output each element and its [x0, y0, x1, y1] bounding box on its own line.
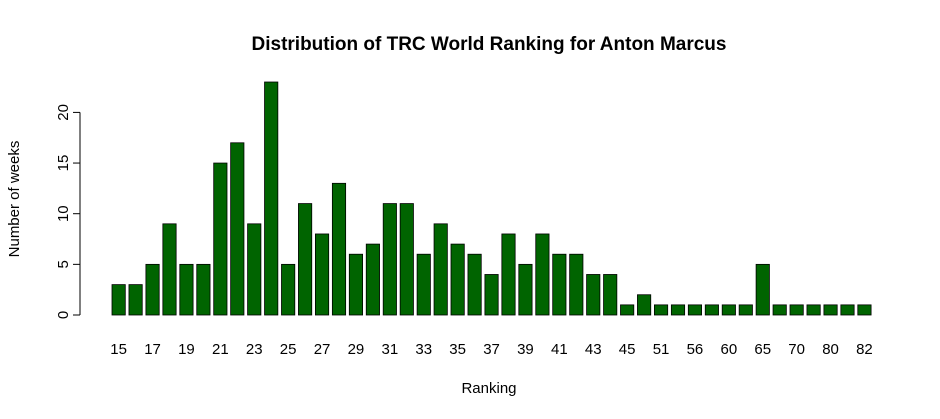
bar — [179, 263, 194, 316]
bar — [128, 284, 143, 316]
x-tick-label: 31 — [382, 341, 399, 358]
bar — [637, 294, 652, 316]
bars — [111, 81, 872, 316]
bar — [416, 253, 431, 316]
bar — [501, 233, 516, 316]
bar — [281, 263, 296, 316]
x-tick-label: 41 — [551, 341, 568, 358]
bar — [247, 223, 262, 316]
bar — [213, 162, 228, 316]
y-axis-label: Number of weeks — [6, 141, 23, 258]
bar — [755, 263, 770, 316]
bar — [230, 142, 245, 316]
bar — [535, 233, 550, 316]
bar — [314, 233, 330, 316]
y-tick-label: 10 — [55, 205, 72, 222]
y-tick-label: 20 — [55, 104, 72, 121]
x-tick-label: 33 — [415, 341, 432, 358]
x-axis-label: Ranking — [461, 380, 516, 397]
bar — [348, 253, 363, 316]
bar — [450, 243, 465, 316]
x-tick-label: 56 — [687, 341, 704, 358]
bar — [704, 304, 719, 316]
bar — [382, 203, 397, 316]
y-axis: 0 5 10 15 20 — [55, 104, 81, 319]
bar — [789, 304, 804, 316]
bar — [806, 304, 821, 316]
x-tick-label: 35 — [449, 341, 466, 358]
bar — [111, 284, 126, 316]
x-tick-label: 19 — [178, 341, 195, 358]
bar — [687, 304, 702, 316]
bar — [196, 263, 211, 316]
x-tick-label: 23 — [246, 341, 263, 358]
bar — [670, 304, 686, 316]
bar — [654, 304, 669, 316]
x-tick-label: 15 — [110, 341, 127, 358]
bar — [331, 182, 347, 316]
bar — [518, 263, 533, 316]
bar — [857, 304, 872, 316]
bar — [772, 304, 787, 316]
x-tick-label: 17 — [144, 341, 161, 358]
x-tick-label: 51 — [653, 341, 670, 358]
x-tick-label: 21 — [212, 341, 229, 358]
x-tick-label: 29 — [348, 341, 365, 358]
bar — [484, 274, 499, 316]
bar — [840, 304, 855, 316]
bar — [603, 274, 618, 316]
x-tick-label: 43 — [585, 341, 602, 358]
bar — [620, 304, 635, 316]
bar — [298, 203, 313, 316]
bar — [823, 304, 838, 316]
x-tick-label: 70 — [788, 341, 805, 358]
bar — [738, 304, 753, 316]
x-tick-label: 45 — [619, 341, 636, 358]
chart-title: Distribution of TRC World Ranking for An… — [252, 34, 727, 55]
bar — [399, 203, 414, 316]
bar — [162, 223, 177, 316]
bar — [586, 274, 601, 316]
x-tick-label: 80 — [822, 341, 839, 358]
bar — [433, 223, 448, 316]
y-tick-label: 5 — [55, 260, 72, 268]
bar — [145, 263, 160, 316]
bar — [552, 253, 567, 316]
y-tick-label: 15 — [55, 155, 72, 172]
y-tick-label: 0 — [55, 311, 72, 319]
bar — [365, 243, 380, 316]
x-tick-label: 27 — [314, 341, 331, 358]
x-tick-label: 82 — [856, 341, 873, 358]
bar — [264, 81, 279, 316]
x-tick-labels: 15 17 19 21 23 25 27 29 31 33 35 37 39 41 43 45 51 56 60 65… — [110, 341, 872, 358]
bar — [721, 304, 736, 316]
x-tick-label: 39 — [517, 341, 534, 358]
x-tick-label: 37 — [483, 341, 500, 358]
bar — [569, 253, 584, 316]
x-tick-label: 25 — [280, 341, 297, 358]
x-tick-label: 65 — [754, 341, 771, 358]
x-tick-label: 60 — [721, 341, 738, 358]
bar — [467, 253, 482, 316]
